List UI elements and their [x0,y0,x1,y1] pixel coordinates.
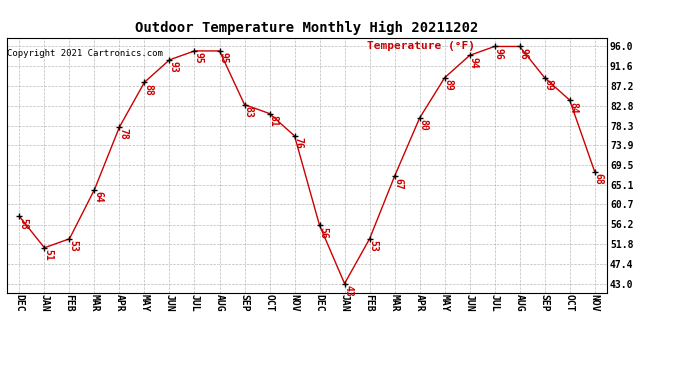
Text: 96: 96 [519,48,529,60]
Text: 64: 64 [94,191,104,203]
Text: 84: 84 [569,102,579,113]
Text: 53: 53 [368,240,379,252]
Text: 94: 94 [469,57,479,69]
Text: 81: 81 [268,115,279,127]
Text: 78: 78 [119,128,128,140]
Text: 96: 96 [494,48,504,60]
Text: 51: 51 [43,249,54,261]
Text: 89: 89 [444,79,454,91]
Text: 89: 89 [544,79,554,91]
Text: 56: 56 [319,227,328,238]
Text: Copyright 2021 Cartronics.com: Copyright 2021 Cartronics.com [7,49,163,58]
Text: 67: 67 [394,178,404,189]
Text: 53: 53 [68,240,79,252]
Text: 83: 83 [244,106,254,118]
Text: 58: 58 [19,218,28,229]
Text: 43: 43 [344,285,354,297]
Text: 80: 80 [419,119,428,131]
Text: 95: 95 [194,52,204,64]
Title: Outdoor Temperature Monthly High 20211202: Outdoor Temperature Monthly High 2021120… [135,21,479,35]
Text: Temperature (°F): Temperature (°F) [367,41,475,51]
Text: 76: 76 [294,137,304,149]
Text: 68: 68 [594,173,604,185]
Text: 93: 93 [168,61,179,73]
Text: 88: 88 [144,84,154,95]
Text: 95: 95 [219,52,228,64]
